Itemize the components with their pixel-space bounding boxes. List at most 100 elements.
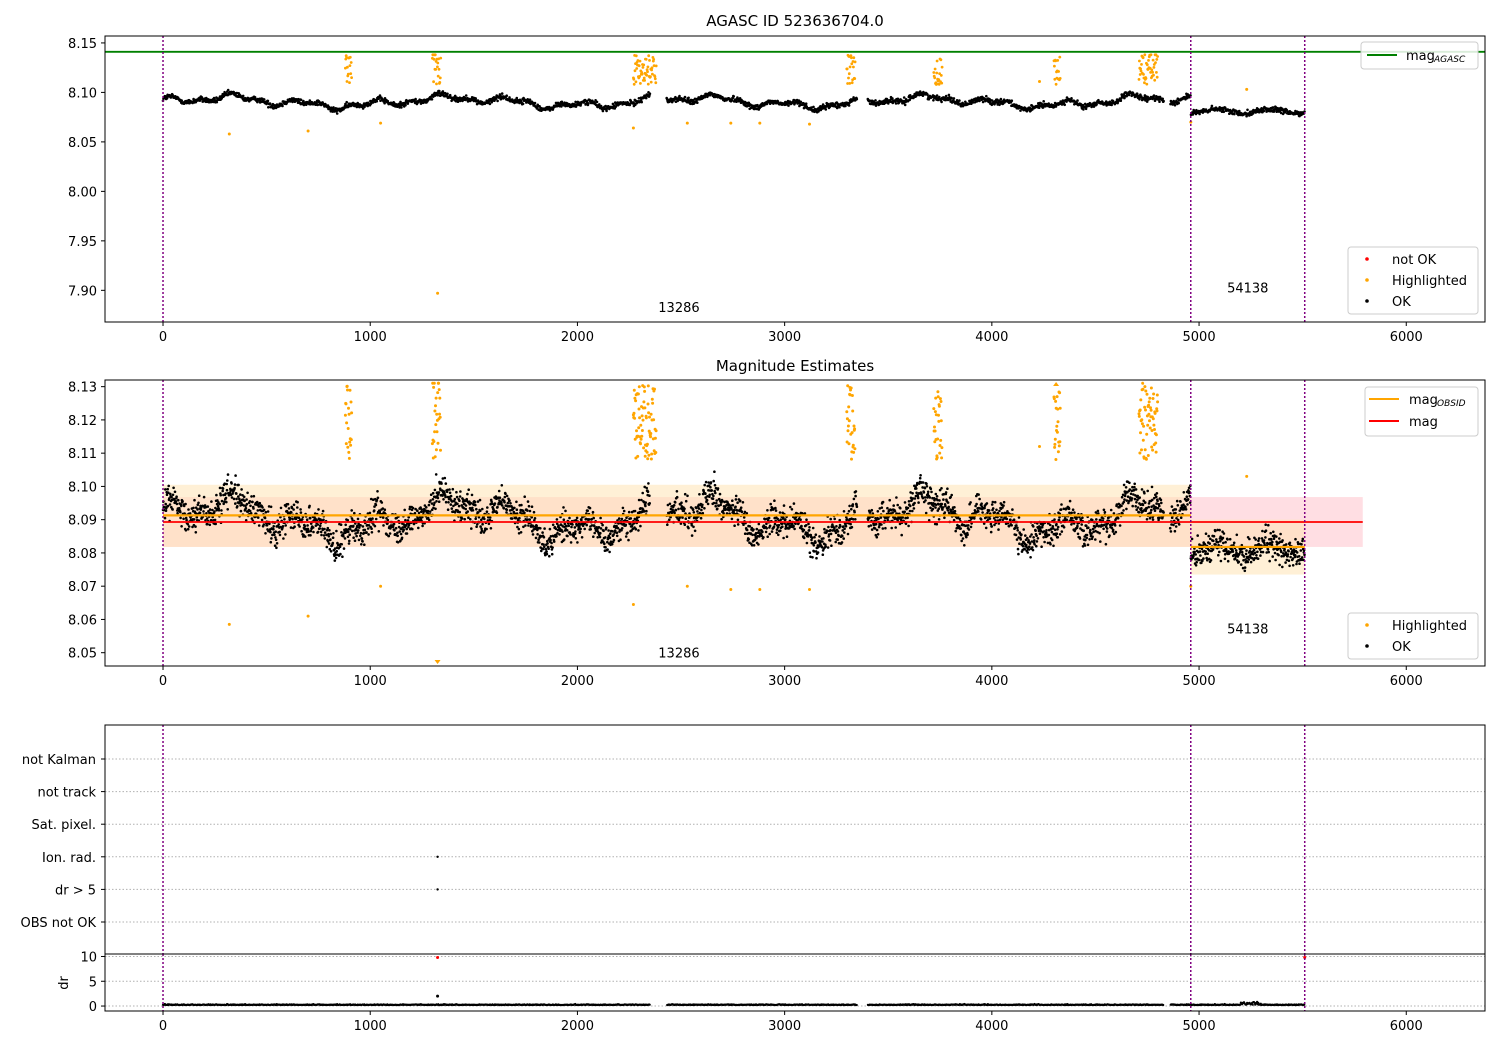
ok-point — [355, 534, 358, 538]
ok-point — [165, 97, 169, 100]
highlighted-point — [845, 67, 849, 71]
ok-point — [343, 537, 347, 540]
ok-point — [180, 504, 183, 508]
ok-point — [1177, 101, 1180, 105]
ok-point — [946, 509, 950, 512]
ok-point — [947, 505, 950, 509]
ok-point — [332, 532, 335, 535]
ok-point — [805, 518, 808, 521]
ok-point — [1152, 94, 1156, 97]
ok-point — [286, 502, 290, 506]
ok-point — [299, 508, 302, 511]
ok-point — [194, 531, 198, 534]
ok-point — [985, 94, 988, 98]
ok-point — [899, 506, 902, 510]
ok-point — [400, 106, 403, 109]
ok-point — [781, 525, 784, 528]
ok-point — [206, 522, 209, 526]
ok-point — [837, 534, 840, 537]
ok-point — [180, 99, 183, 102]
y-tick-label: 8.05 — [68, 136, 97, 151]
ok-point — [915, 491, 918, 495]
ok-point — [262, 508, 266, 512]
ok-point — [436, 496, 440, 500]
ok-point — [282, 537, 285, 540]
ok-point — [768, 524, 772, 528]
ok-point — [455, 490, 458, 494]
highlighted-point — [437, 67, 441, 71]
ok-point — [929, 506, 932, 510]
ok-point — [515, 96, 519, 100]
ok-point — [289, 517, 292, 520]
highlighted-point — [632, 77, 636, 81]
ok-point — [894, 526, 897, 529]
ok-point — [752, 544, 756, 547]
ok-point — [564, 509, 567, 513]
ok-point — [510, 517, 514, 520]
ok-point — [425, 506, 428, 509]
ok-point — [826, 546, 830, 549]
ok-point — [596, 536, 599, 539]
ok-point — [601, 523, 604, 527]
highlighted-point — [346, 65, 349, 69]
ok-point — [950, 96, 953, 100]
ok-point — [327, 542, 331, 545]
ok-point — [383, 97, 387, 100]
ok-point — [599, 104, 603, 108]
ok-point — [769, 502, 772, 506]
ok-point — [450, 507, 454, 510]
ok-point — [616, 526, 620, 530]
ok-point — [249, 504, 252, 508]
ok-point — [818, 535, 821, 538]
ok-point — [884, 526, 887, 530]
ok-point — [264, 510, 268, 514]
ok-point — [270, 537, 273, 540]
ok-point — [463, 517, 467, 521]
ok-point — [762, 536, 765, 539]
ok-point — [802, 528, 806, 532]
ok-point — [610, 542, 614, 546]
ok-point — [686, 100, 689, 104]
ok-point — [767, 516, 771, 520]
ok-point — [901, 516, 904, 519]
ok-point — [620, 517, 624, 521]
ok-point — [197, 501, 200, 505]
ok-point — [935, 495, 939, 498]
ok-point — [568, 516, 571, 520]
ok-point — [327, 534, 331, 538]
ok-point — [318, 524, 322, 527]
ok-point — [402, 528, 406, 532]
ok-point — [1010, 99, 1014, 102]
ok-point — [446, 92, 449, 96]
ok-point — [736, 518, 740, 522]
highlighted-point — [439, 56, 443, 60]
ok-point — [602, 529, 605, 533]
highlighted-point — [646, 70, 649, 74]
ok-point — [533, 101, 537, 105]
ok-point — [464, 504, 468, 507]
ok-point — [217, 509, 221, 512]
ok-point — [246, 491, 249, 495]
ok-point — [713, 483, 717, 487]
ok-point — [646, 490, 650, 494]
ok-point — [187, 525, 191, 528]
ok-point — [843, 531, 846, 534]
ok-point — [478, 498, 482, 502]
ok-point — [485, 510, 489, 513]
ok-point — [483, 517, 486, 521]
ok-point — [944, 94, 948, 98]
highlighted-point — [847, 72, 851, 76]
ok-point — [226, 473, 230, 476]
ok-point — [275, 542, 279, 545]
highlighted-point — [852, 56, 856, 60]
highlighted-point — [1154, 61, 1157, 64]
ok-point — [611, 530, 614, 533]
ok-point — [907, 500, 911, 503]
ok-point — [430, 98, 434, 101]
ok-point — [824, 545, 827, 548]
ok-point — [691, 508, 695, 512]
ok-point — [931, 507, 935, 511]
ok-point — [606, 548, 609, 551]
ok-point — [779, 518, 782, 521]
ok-point — [613, 529, 617, 532]
